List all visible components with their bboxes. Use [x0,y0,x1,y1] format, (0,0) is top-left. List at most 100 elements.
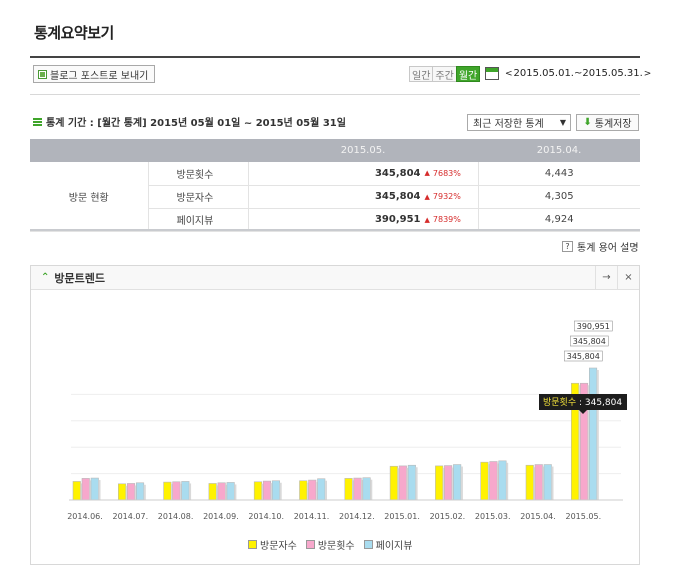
current-value: 390,951 [374,214,421,225]
title-divider [30,56,640,58]
table-row: 페이지뷰 390,951 ▲ 7839% 4,924 [30,208,640,232]
expand-icon[interactable]: → [595,266,617,289]
stats-table: 2015.05. 2015.04. 방문 현황 방문횟수 345,804 ▲ 7… [30,139,640,232]
x-tick-label: 2015.04. [520,512,556,521]
chart-bar [407,464,416,501]
data-label: 345,804 [573,337,606,346]
date-range-text: 2015.05.01.~2015.05.31. [513,68,643,79]
current-value: 345,804 [374,191,421,202]
tab-monthly[interactable]: 월간 [455,66,481,82]
chart-bar [389,465,398,501]
previous-value: 4,443 [478,162,640,186]
data-label-box [569,335,609,347]
chart-bar [253,481,262,501]
chart-bar [588,367,598,501]
stat-period-label: 통계 기간 : [월간 통계] 2015년 05월 01일 ~ 2015년 05… [46,118,346,129]
legend-label: 페이지뷰 [375,541,413,552]
blog-icon [38,69,47,79]
table-row: 방문자수 345,804 ▲ 7932% 4,305 [30,185,640,209]
bar-shadow [533,467,536,500]
bar-shadow [370,479,373,500]
up-arrow-icon: ▲ [424,192,430,201]
change-percent: 7683% [432,168,461,178]
bar-shadow [460,466,463,500]
bar-shadow [143,484,146,500]
download-icon: ⬇ [583,117,592,128]
bar-shadow [325,480,327,500]
legend-item[interactable]: 방문자수 [248,537,297,552]
x-tick-label: 2014.11. [294,512,330,521]
x-tick-label: 2015.03. [475,512,511,521]
calendar-icon[interactable] [485,67,499,80]
tab-weekly[interactable]: 주간 [432,66,457,82]
bar-shadow [279,482,282,500]
bar-shadow [542,466,545,500]
chevron-up-icon[interactable]: ⌃ [41,272,50,283]
prev-period-button[interactable]: < [505,68,513,79]
x-tick-label: 2014.06. [67,512,103,521]
metric-label: 페이지뷰 [148,208,249,232]
bar-shadow [406,467,409,500]
metric-label: 방문횟수 [148,162,249,186]
list-icon [33,117,42,126]
tab-daily[interactable]: 일간 [409,66,434,82]
chart-bar [444,465,453,501]
x-tick-label: 2015.02. [430,512,466,521]
chart-bar [299,480,308,501]
chart-bar [489,461,498,501]
chart-bar [435,465,444,501]
period-tabs: 일간 주간 월간 [409,66,481,82]
bar-shadow [270,483,273,500]
page-title: 통계요약보기 [34,24,114,42]
chart-bar [344,478,353,501]
table-header [148,139,248,162]
bar-shadow [80,483,83,500]
metric-label: 방문자수 [148,185,249,209]
change-percent: 7932% [432,192,461,201]
current-cell: 345,804 ▲ 7683% [248,162,479,186]
visit-trend-chart: 2014.06. 2014.07. 2014.08. 2014.09. 2014.10.… [67,320,627,521]
tooltip-text: 방문횟수 : 345,804 [543,396,622,408]
x-tick-label: 2014.10. [248,512,284,521]
saved-stats-value: 최근 저장한 통계 [473,119,544,130]
bar-shadow [352,480,355,500]
bar-shadow [578,385,581,500]
panel-header: ⌃ 방문트렌드 → × [31,266,639,290]
dropdown-arrow-icon: ▼ [559,118,566,127]
chart-bar [172,481,181,501]
legend-item[interactable]: 방문횟수 [305,537,355,552]
bar-shadow [171,484,174,500]
bar-shadow [225,484,228,500]
chart-bar [72,481,81,501]
chart-bar [353,477,362,501]
glossary-link[interactable]: ? 통계 용어 설명 [562,239,639,254]
panel-tools: → × [595,266,639,289]
bar-shadow [189,483,192,500]
chart-bar [81,478,90,501]
x-tick-label: 2014.09. [203,512,239,521]
blog-post-button[interactable]: 블로그 포스트로 보내기 [33,65,156,83]
saved-stats-select[interactable]: 최근 저장한 통계 ▼ [467,114,571,131]
next-period-button[interactable]: > [643,68,652,79]
previous-value: 4,924 [478,208,640,232]
chart-bar [136,482,145,501]
chart-bar [127,483,136,501]
bar-shadow [506,462,509,500]
table-bottom-rule [30,229,640,231]
bar-shadow [316,482,318,500]
bar-shadow [89,480,92,500]
chart-bar [181,481,190,501]
close-icon[interactable]: × [617,266,639,289]
bar-shadow [234,484,237,500]
tooltip-pointer [579,410,587,414]
legend-item[interactable]: 페이지뷰 [363,537,413,552]
data-label: 345,804 [567,352,600,361]
legend-label: 방문자수 [260,541,297,552]
up-arrow-icon: ▲ [424,169,430,178]
x-tick-label: 2014.07. [112,512,148,521]
save-stats-button[interactable]: ⬇ 통계저장 [576,114,639,131]
legend-swatch [248,540,257,549]
bar-shadow [361,480,364,500]
bar-shadow [180,483,183,500]
bar-shadow [451,467,454,500]
